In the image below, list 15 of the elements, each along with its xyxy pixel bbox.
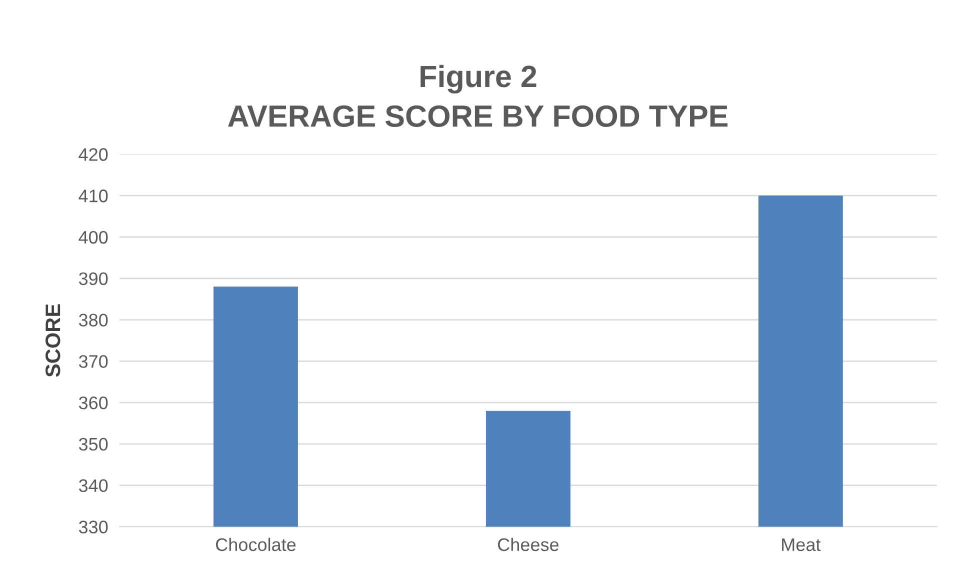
y-tick-label: 420 <box>78 148 108 161</box>
y-tick-label: 400 <box>78 230 108 244</box>
chart-title: Figure 2 AVERAGE SCORE BY FOOD TYPE <box>228 64 728 127</box>
y-tick-label: 390 <box>78 272 108 286</box>
x-tick-label: Cheese <box>498 538 559 552</box>
y-tick-label: 330 <box>78 520 108 534</box>
y-tick-label: 380 <box>78 314 108 326</box>
y-tick-label: 360 <box>78 396 108 410</box>
x-tick-label: Meat <box>782 538 821 552</box>
x-tick-label: Chocolate <box>216 538 296 552</box>
y-tick-label: 410 <box>78 190 108 202</box>
y-tick-label: 370 <box>78 355 108 368</box>
y-tick-label: 350 <box>78 438 108 451</box>
y-tick-label: 340 <box>78 479 108 492</box>
y-axis-title: SCORE <box>46 304 60 377</box>
